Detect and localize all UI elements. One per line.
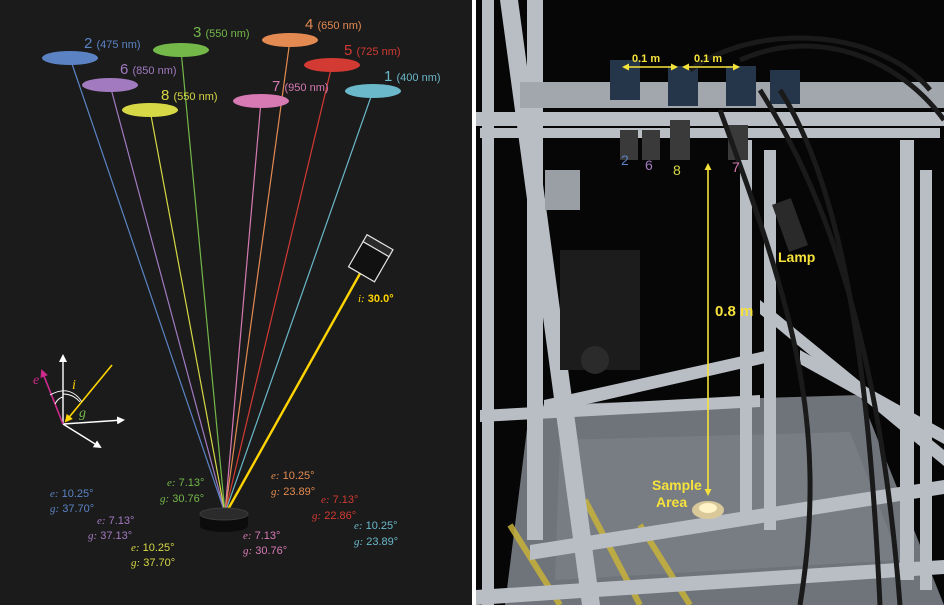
camera-3-ellipse [153,43,209,57]
camera-7-ellipse [233,94,289,108]
camera-cables [688,35,944,605]
angle-label-cam6-g: g: 37.13° [88,530,132,542]
camera-2-label: 2 (475 nm) [84,35,141,52]
sample-area-label-line1: Sample [652,477,702,493]
sight-line-2 [69,57,226,514]
camera-6-label: 6 (850 nm) [120,61,177,78]
lamp-label: Lamp [778,249,815,265]
lab-photo-panel: 0.1 m 0.1 m 2 6 8 7 0.8 m Lamp Sample Ar… [476,0,944,605]
camera-ellipses [42,33,401,117]
panel-divider [472,0,476,605]
angle-label-cam4-g: g: 23.89° [271,486,315,498]
angle-label-cam3-e: e: 7.13° [167,477,204,489]
sight-line-7 [224,100,262,514]
photo-annotations: 0.1 m 0.1 m 2 6 8 7 0.8 m Lamp Sample Ar… [621,53,815,510]
angle-label-cam1-e: e: 10.25° [354,520,398,532]
photo-cam-number-7: 7 [732,159,740,175]
sample-area [692,501,724,519]
sight-line-8 [149,109,226,514]
photo-cam-number-8: 8 [673,162,681,178]
camera-8-label: 8 (550 nm) [161,87,218,104]
camera-labels: 2 (475 nm) 6 (850 nm) 8 (550 nm) 3 (550 … [84,16,441,104]
camera-8-ellipse [122,103,178,117]
lamp-body-icon [347,233,394,283]
camera-1-label: 1 (400 nm) [384,68,441,85]
aluminum-frame [476,0,944,605]
legend-g-symbol: g [79,406,86,421]
camera-5-label: 5 (725 nm) [344,42,401,59]
camera-6-ellipse [82,78,138,92]
light-source: i: 30.0° [224,233,394,514]
photo-cam-number-6: 6 [645,157,653,173]
angle-label-cam1-g: g: 23.89° [354,536,398,548]
incidence-angle-arc [62,393,81,403]
angle-label-cam5-e: e: 7.13° [321,494,358,506]
sight-line-3 [180,49,226,514]
phase-angle-arc [49,390,83,403]
y-axis-arrow [62,423,102,449]
angle-label-cam3-g: g: 30.76° [160,493,204,505]
angle-label-cam4-e: e: 10.25° [271,470,315,482]
camera-sight-lines [69,39,374,514]
spacing-label-right: 0.1 m [694,53,722,65]
x-axis-arrow [62,416,125,425]
incidence-arrow [64,364,113,423]
angle-label-cam2-e: e: 10.25° [50,488,94,500]
angle-label-cam8-e: e: 10.25° [131,542,175,554]
sight-line-5 [224,64,333,514]
legend-e-symbol: e [33,373,39,388]
schematic-panel: 2 (475 nm) 6 (850 nm) 8 (550 nm) 3 (550 … [33,16,441,569]
camera-3-label: 3 (550 nm) [193,24,250,41]
incidence-angle-label: i: 30.0° [358,293,394,305]
camera-4-label: 4 (650 nm) [305,16,362,33]
sample-area-label-line2: Area [656,494,687,510]
angle-label-cam2-g: g: 37.70° [50,503,94,515]
camera-5-ellipse [304,58,360,72]
angle-definition-legend: e i g [33,354,125,449]
angle-label-cam6-e: e: 7.13° [97,515,134,527]
angle-label-cam8-g: g: 37.70° [131,557,175,569]
angle-label-cam7-e: e: 7.13° [243,530,280,542]
emission-angle-arc [54,396,64,405]
photo-cam-number-2: 2 [621,152,629,168]
angle-label-cam5-g: g: 22.86° [312,510,356,522]
background-instruments [545,170,808,374]
spacing-label-left: 0.1 m [632,53,660,65]
angle-label-cam7-g: g: 30.76° [243,545,287,557]
angle-labels: e: 10.25° g: 37.70° e: 7.13° g: 37.13° e… [50,470,398,569]
camera-7-label: 7 (950 nm) [272,78,329,95]
camera-1-ellipse [345,84,401,98]
legend-i-symbol: i [72,378,76,393]
sight-line-1 [224,90,374,514]
sight-line-6 [109,84,226,514]
illumination-ray [224,269,364,514]
sight-line-4 [224,39,291,514]
camera-2-ellipse [42,51,98,65]
camera-4-ellipse [262,33,318,47]
height-label: 0.8 m [715,303,753,320]
emission-arrow [40,369,64,425]
sample-puck [199,507,249,532]
